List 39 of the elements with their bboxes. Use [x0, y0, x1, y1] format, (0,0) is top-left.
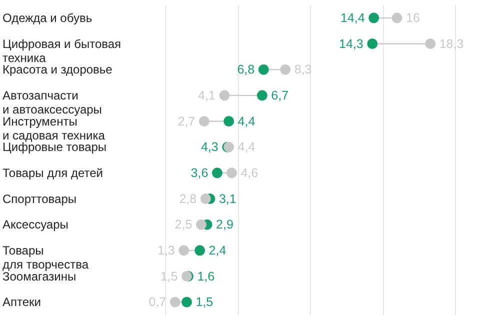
data-label: 3,1 — [218, 192, 236, 206]
y-tick-label: Цифровая и бытовая техника — [2, 36, 122, 65]
data-label: 1,6 — [197, 269, 215, 284]
data-label: 4,4 — [238, 114, 256, 128]
y-tick-label: Автозапчасти и автоаксессуары — [2, 88, 102, 116]
y-tick-label: Спорттовары — [2, 192, 76, 206]
y-tick-label: Аксессуары — [2, 218, 68, 232]
point — [226, 168, 237, 178]
data-label: 14,4 — [340, 10, 365, 25]
y-tick-label: Аптеки — [2, 295, 41, 310]
point — [256, 90, 268, 101]
point — [258, 64, 269, 75]
point — [212, 168, 222, 178]
data-label: 14,3 — [339, 36, 364, 51]
point — [224, 116, 234, 126]
point — [200, 194, 211, 204]
data-label: 6,7 — [271, 88, 289, 102]
point — [198, 116, 210, 126]
point — [196, 219, 206, 230]
point — [178, 245, 190, 256]
y-tick-label: Товары для детей — [2, 166, 103, 180]
point — [194, 245, 206, 256]
y-tick-label: Товары для творчества — [2, 243, 89, 272]
point — [182, 296, 192, 308]
point — [368, 12, 380, 24]
point — [392, 12, 402, 24]
data-label: 2,9 — [216, 218, 234, 232]
data-label: 3,6 — [190, 166, 208, 180]
y-tick-label: Красота и здоровье — [2, 62, 113, 77]
y-tick-label: Одежда и обувь — [2, 10, 92, 25]
point — [425, 38, 436, 49]
point — [367, 38, 378, 49]
data-label: 6,8 — [237, 62, 255, 77]
data-label: 1,5 — [196, 295, 214, 310]
data-label: 4,3 — [200, 140, 218, 154]
point — [280, 64, 291, 75]
point — [219, 90, 230, 101]
point — [170, 296, 180, 308]
data-label: 2,4 — [208, 243, 226, 258]
